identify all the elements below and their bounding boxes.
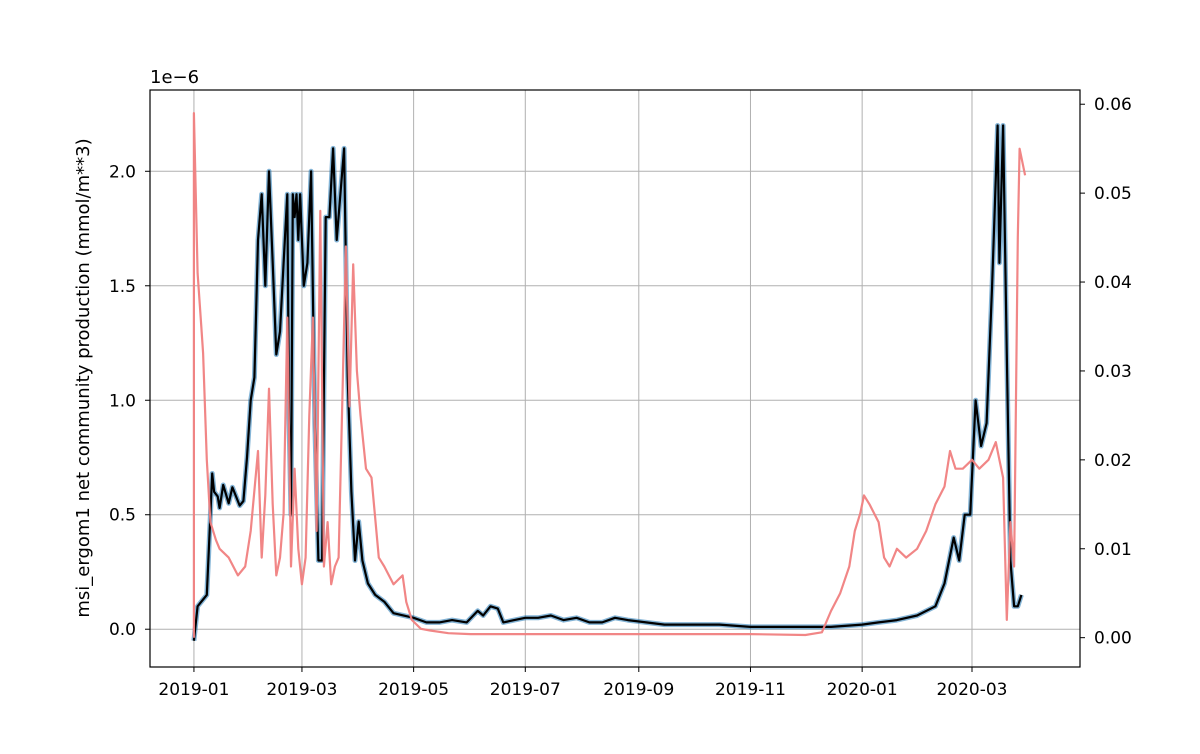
series-line-right-axis <box>192 111 1027 638</box>
x-tick-label: 2020-03 <box>936 680 1007 700</box>
y-right-tick-label: 0.00 <box>1094 629 1132 649</box>
x-tick-label: 2019-07 <box>490 680 561 700</box>
x-tick-label: 2019-09 <box>603 680 674 700</box>
y-right-tick-label: 0.04 <box>1094 273 1132 293</box>
series-lines <box>192 111 1027 641</box>
x-tick-label: 2020-01 <box>827 680 898 700</box>
y-left-tick-label: 2.0 <box>109 162 136 182</box>
plot-frame <box>149 89 1081 668</box>
y-axis-offset-text: 1e−6 <box>150 67 199 88</box>
y-axis-right-ticks: 0.00 0.01 0.02 0.03 0.04 0.05 0.06 <box>1080 95 1132 649</box>
y-right-tick-label: 0.01 <box>1094 540 1132 560</box>
y-left-tick-label: 1.0 <box>109 391 136 411</box>
y-axis-left-ticks: 0.0 0.5 1.0 1.5 2.0 <box>109 162 150 640</box>
x-tick-label: 2019-11 <box>715 680 786 700</box>
x-axis-ticks: 2019-01 2019-03 2019-05 2019-07 2019-09 2019-… <box>158 667 1008 700</box>
x-tick-label: 2019-01 <box>158 680 229 700</box>
y-left-tick-label: 0.0 <box>109 620 136 640</box>
x-tick-label: 2019-05 <box>378 680 449 700</box>
y-right-tick-label: 0.03 <box>1094 362 1132 382</box>
series-line-left-axis <box>192 124 1023 641</box>
y-left-tick-label: 0.5 <box>109 506 136 526</box>
y-right-tick-label: 0.02 <box>1094 451 1132 471</box>
x-tick-label: 2019-03 <box>266 680 337 700</box>
y-right-tick-label: 0.06 <box>1094 95 1132 115</box>
y-axis-label: msi_ergom1 net community production (mmo… <box>73 138 94 617</box>
y-left-tick-label: 1.5 <box>109 277 136 297</box>
y-right-tick-label: 0.05 <box>1094 184 1132 204</box>
